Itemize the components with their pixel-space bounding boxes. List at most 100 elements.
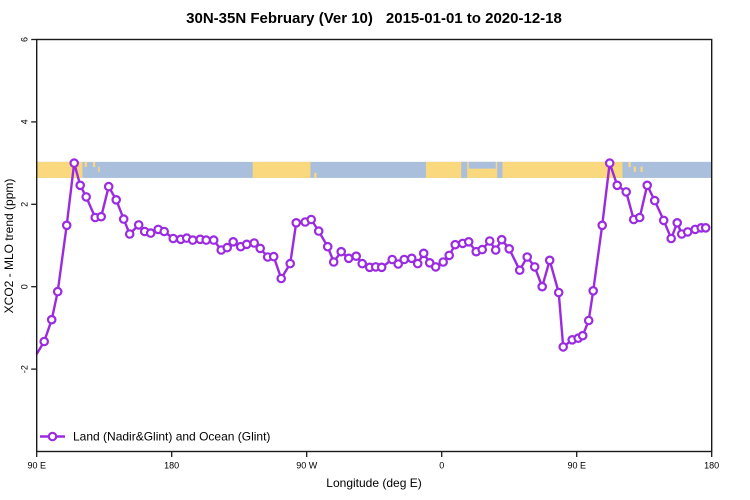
data-point-marker: [496, 234, 507, 245]
data-point-marker: [187, 235, 198, 245]
data-point-marker: [588, 285, 599, 296]
data-point-marker: [291, 218, 302, 228]
data-point-marker: [477, 244, 488, 255]
x-tick-label: 0: [439, 461, 444, 471]
data-point-marker: [168, 233, 179, 244]
data-point-marker: [124, 229, 135, 239]
data-point-marker: [504, 244, 515, 254]
data-point-marker: [336, 246, 347, 257]
data-point-marker: [577, 330, 588, 341]
sea-cut: [497, 161, 503, 178]
data-point-marker: [249, 238, 260, 248]
data-point-marker: [621, 187, 632, 197]
y-tick-label: -2: [20, 365, 30, 373]
data-point-marker: [61, 220, 72, 231]
data-point-marker: [75, 180, 86, 191]
data-point-marker: [376, 262, 387, 273]
data-point-marker: [406, 253, 417, 264]
data-point-marker: [612, 180, 623, 191]
data-point-marker: [276, 273, 287, 284]
data-point-marker: [450, 239, 461, 250]
land-ocean-map-strip: [36, 161, 712, 178]
data-point-marker: [444, 250, 455, 261]
data-point-marker: [328, 257, 339, 267]
data-point-marker: [39, 336, 50, 347]
island-patch: [84, 161, 87, 168]
data-point-marker: [145, 228, 156, 238]
data-point-marker: [649, 195, 660, 206]
legend-marker-icon: [47, 431, 58, 442]
data-point-marker: [604, 158, 615, 168]
data-point-marker: [255, 243, 266, 254]
data-point-marker: [658, 215, 669, 226]
data-point-marker: [430, 262, 441, 272]
data-point-marker: [514, 265, 525, 276]
data-point-marker: [222, 242, 233, 253]
data-point-marker: [672, 218, 683, 228]
legend: Land (Nadir&Glint) and Ocean (Glint): [40, 430, 270, 444]
legend-label: Land (Nadir&Glint) and Ocean (Glint): [73, 430, 270, 444]
island-patch: [640, 166, 643, 172]
plot-border: [36, 38, 713, 453]
x-tick-label: 90 E: [567, 461, 586, 471]
data-point-marker: [285, 258, 296, 269]
data-point-marker: [682, 227, 693, 237]
data-point-marker: [544, 255, 555, 266]
chart-title-range: 30N-35N February (Ver 10): [186, 10, 373, 27]
data-point-marker: [597, 220, 608, 231]
data-point-marker: [46, 314, 57, 325]
data-point-marker: [558, 342, 569, 352]
island-patch: [633, 166, 636, 172]
data-point-marker: [81, 192, 92, 202]
x-tick-label: 180: [164, 461, 179, 471]
data-point-marker: [96, 211, 107, 222]
data-point-marker: [522, 252, 533, 262]
x-tick-label: 180: [704, 461, 719, 471]
x-tick-label: 90 W: [296, 461, 318, 471]
data-point-marker: [438, 257, 449, 267]
y-tick-label: 4: [20, 119, 30, 124]
data-point-marker: [634, 212, 645, 223]
chart-title-dates: 2015-01-01 to 2020-12-18: [386, 10, 562, 27]
data-point-marker: [484, 236, 495, 246]
data-point-marker: [412, 258, 423, 269]
sea-notch: [468, 161, 496, 169]
data-point-marker: [583, 315, 594, 326]
data-point-marker: [490, 245, 501, 255]
data-point-marker: [351, 251, 362, 262]
data-point-marker: [343, 253, 354, 264]
x-axis-label: Longitude (deg E): [326, 476, 421, 490]
data-point-marker: [228, 237, 239, 247]
data-point-marker: [357, 258, 368, 269]
data-point-marker: [313, 226, 324, 236]
data-point-marker: [208, 235, 219, 245]
data-point-marker: [241, 239, 252, 250]
data-point-marker: [537, 281, 548, 292]
data-point-marker: [133, 220, 144, 230]
chart-title: 30N-35N February (Ver 10) 2015-01-01 to 2…: [186, 10, 562, 27]
island-patch: [92, 161, 96, 168]
data-point-marker: [700, 223, 711, 233]
data-point-marker: [387, 254, 398, 265]
land-segment: [425, 161, 623, 178]
data-point-marker: [306, 214, 317, 225]
y-tick-label: 0: [20, 284, 30, 289]
sea-cut: [461, 161, 468, 178]
data-point-marker: [322, 241, 333, 252]
data-point-marker: [399, 254, 410, 265]
data-point-marker: [553, 287, 564, 298]
x-tick-label: 90 E: [27, 461, 46, 471]
x-axis-ticks: 90 E 180 90 W 0 90 E 180: [27, 451, 719, 471]
data-point-marker: [118, 214, 129, 224]
island-patch: [628, 161, 631, 168]
data-point-marker: [268, 251, 279, 262]
y-tick-label: 6: [20, 37, 30, 42]
y-axis-label: XCO2 - MLO trend (ppm): [2, 179, 16, 314]
data-point-marker: [418, 248, 429, 259]
data-point-marker: [463, 237, 474, 247]
y-axis-ticks: -2 0 2 4 6: [20, 37, 37, 373]
island-patch: [314, 172, 317, 178]
data-point-marker: [103, 181, 114, 192]
